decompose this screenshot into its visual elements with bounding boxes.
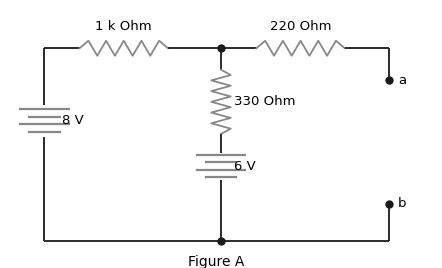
Text: 330 Ohm: 330 Ohm <box>234 95 296 108</box>
Text: 220 Ohm: 220 Ohm <box>270 20 332 34</box>
Text: 8 V: 8 V <box>62 114 84 127</box>
Text: Figure A: Figure A <box>188 255 245 268</box>
Text: b: b <box>398 197 406 210</box>
Text: a: a <box>398 74 406 87</box>
Text: 6 V: 6 V <box>234 160 256 173</box>
Text: 1 k Ohm: 1 k Ohm <box>95 20 152 34</box>
